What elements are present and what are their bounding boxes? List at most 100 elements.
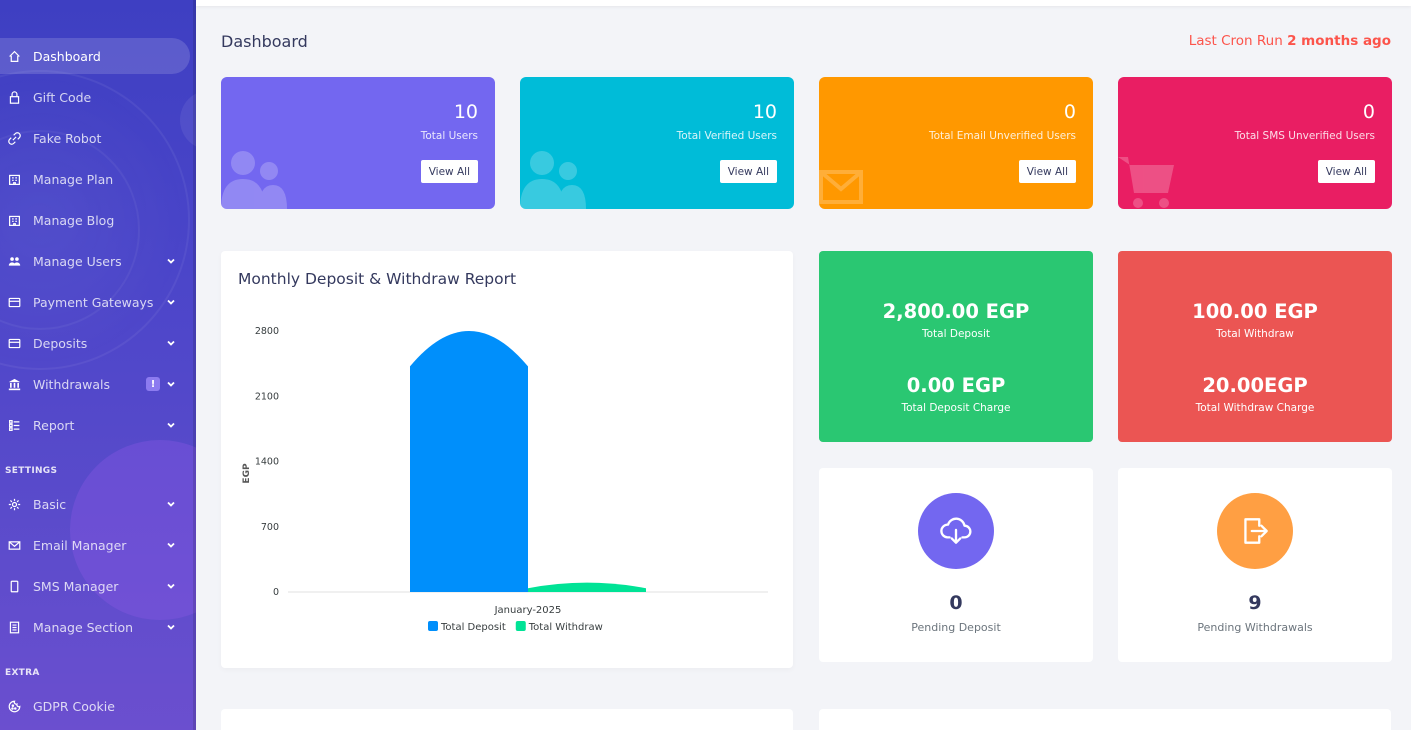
sidebar-item-gdpr-cookie[interactable]: GDPR Cookie	[0, 688, 190, 724]
bank-icon	[7, 377, 21, 391]
stat-label: Total Users	[420, 130, 478, 142]
stat-card-sms-unverified: 0 Total SMS Unverified Users View All	[1118, 77, 1392, 209]
pending-deposit-value: 0	[949, 592, 963, 614]
monthly-report-card: Monthly Deposit & Withdraw Report 2800 21…	[221, 251, 793, 668]
building-icon	[7, 172, 21, 186]
total-withdraw-value: 100.00 EGP	[1192, 300, 1318, 323]
credit-card-icon	[7, 336, 21, 350]
y-tick-label: 0	[273, 587, 279, 598]
bottom-card	[221, 709, 793, 730]
bar-total-withdraw	[528, 582, 646, 592]
alert-badge: !	[146, 377, 160, 391]
mobile-icon	[7, 579, 21, 593]
pending-withdrawals-value: 9	[1248, 592, 1262, 614]
cron-label: Last Cron Run	[1188, 33, 1288, 49]
total-withdraw-label: Total Withdraw	[1216, 328, 1294, 340]
cron-value: 2 months ago	[1287, 33, 1391, 49]
users-icon	[520, 151, 586, 209]
sidebar-item-manage-section[interactable]: Manage Section	[0, 609, 190, 645]
cloud-download-icon	[918, 493, 994, 569]
chevron-down-icon	[166, 622, 176, 632]
sidebar-item-manage-blog[interactable]: Manage Blog	[0, 202, 190, 238]
users-icon	[221, 151, 287, 209]
sidebar-item-label: Payment Gateways	[33, 294, 154, 310]
view-all-button[interactable]: View All	[1018, 160, 1076, 183]
sidebar-item-withdrawals[interactable]: Withdrawals !	[0, 366, 190, 402]
settings-heading: SETTINGS	[5, 466, 58, 476]
pending-withdrawals-card[interactable]: 9 Pending Withdrawals	[1118, 468, 1392, 662]
deposit-charge-value: 0.00 EGP	[906, 374, 1006, 397]
envelope-icon	[819, 170, 863, 204]
cart-icon	[1118, 157, 1174, 208]
sidebar-item-gift-code[interactable]: Gift Code	[0, 79, 190, 115]
y-tick-label: 2100	[255, 391, 279, 402]
sidebar-item-label: Report	[33, 417, 75, 433]
chevron-down-icon	[166, 581, 176, 591]
total-deposit-value: 2,800.00 EGP	[882, 300, 1030, 323]
sidebar-item-payment-gateways[interactable]: Payment Gateways	[0, 284, 190, 320]
sidebar-item-basic[interactable]: Basic	[0, 486, 190, 522]
last-cron-run: Last Cron Run 2 months ago	[1189, 33, 1391, 49]
stat-value: 10	[752, 101, 777, 123]
page-title: Dashboard	[221, 32, 308, 51]
sidebar-item-label: Fake Robot	[33, 130, 102, 146]
sidebar-item-dashboard[interactable]: Dashboard	[0, 38, 190, 74]
file-icon	[7, 620, 21, 634]
sidebar-item-sms-manager[interactable]: SMS Manager	[0, 568, 190, 604]
sidebar: Dashboard Gift Code Fake Robot Manage Pl…	[0, 0, 196, 730]
sidebar-item-label: SMS Manager	[33, 578, 119, 594]
view-all-button[interactable]: View All	[719, 160, 777, 183]
sidebar-item-label: Manage Plan	[33, 171, 114, 187]
stat-card-total-verified-users: 10 Total Verified Users View All	[520, 77, 794, 209]
y-tick-label: 2800	[255, 326, 279, 337]
sidebar-item-manage-plan[interactable]: Manage Plan	[0, 161, 190, 197]
credit-card-icon	[7, 295, 21, 309]
sidebar-item-manage-users[interactable]: Manage Users	[0, 243, 190, 279]
withdraw-charge-label: Total Withdraw Charge	[1195, 402, 1315, 414]
sidebar-scrollbar[interactable]	[193, 0, 196, 730]
deposit-charge-label: Total Deposit Charge	[901, 402, 1011, 414]
sidebar-item-report[interactable]: Report	[0, 407, 190, 443]
y-tick-label: 700	[261, 522, 279, 533]
sidebar-item-deposits[interactable]: Deposits	[0, 325, 190, 361]
sidebar-item-label: Manage Users	[33, 253, 122, 269]
withdraw-charge-value: 20.00EGP	[1202, 374, 1308, 397]
sidebar-item-fake-robot[interactable]: Fake Robot	[0, 120, 190, 156]
extra-heading: EXTRA	[5, 668, 40, 678]
bottom-card	[819, 709, 1391, 730]
legend-marker	[515, 621, 526, 631]
stat-card-email-unverified: 0 Total Email Unverified Users View All	[819, 77, 1093, 209]
sidebar-item-label: Deposits	[33, 335, 88, 351]
sidebar-item-email-manager[interactable]: Email Manager	[0, 527, 190, 563]
list-icon	[7, 418, 21, 432]
pending-deposit-card[interactable]: 0 Pending Deposit	[819, 468, 1093, 662]
legend-label: Total Deposit	[440, 622, 506, 633]
y-tick-label: 1400	[255, 457, 279, 468]
legend-marker	[428, 621, 438, 631]
chevron-down-icon	[166, 379, 176, 389]
building-icon	[7, 213, 21, 227]
envelope-icon	[7, 538, 21, 552]
view-all-button[interactable]: View All	[1317, 160, 1375, 183]
chevron-down-icon	[166, 338, 176, 348]
sidebar-item-label: Manage Blog	[33, 212, 115, 228]
sidebar-item-label: Email Manager	[33, 537, 127, 553]
view-all-button[interactable]: View All	[420, 160, 478, 183]
home-icon	[7, 49, 21, 63]
pending-deposit-label: Pending Deposit	[911, 621, 1001, 634]
stat-value: 0	[1362, 101, 1375, 123]
chart-title: Monthly Deposit & Withdraw Report	[238, 270, 517, 288]
y-axis-label: EGP	[242, 463, 252, 484]
deposit-withdraw-chart: 2800 2100 1400 700 0 EGP January-2025 Total …	[242, 326, 768, 633]
sidebar-item-label: Withdrawals	[33, 376, 110, 392]
deposit-summary-card: 2,800.00 EGP Total Deposit 0.00 EGP Tota…	[819, 251, 1093, 442]
sidebar-item-label: Gift Code	[33, 89, 92, 105]
chevron-down-icon	[166, 256, 176, 266]
sign-out-icon	[1217, 493, 1293, 569]
pending-withdrawals-label: Pending Withdrawals	[1197, 621, 1313, 634]
chevron-down-icon	[166, 540, 176, 550]
sidebar-item-label: GDPR Cookie	[33, 698, 115, 714]
cookie-icon	[7, 699, 21, 713]
chevron-down-icon	[166, 499, 176, 509]
legend-label: Total Withdraw	[528, 622, 603, 633]
